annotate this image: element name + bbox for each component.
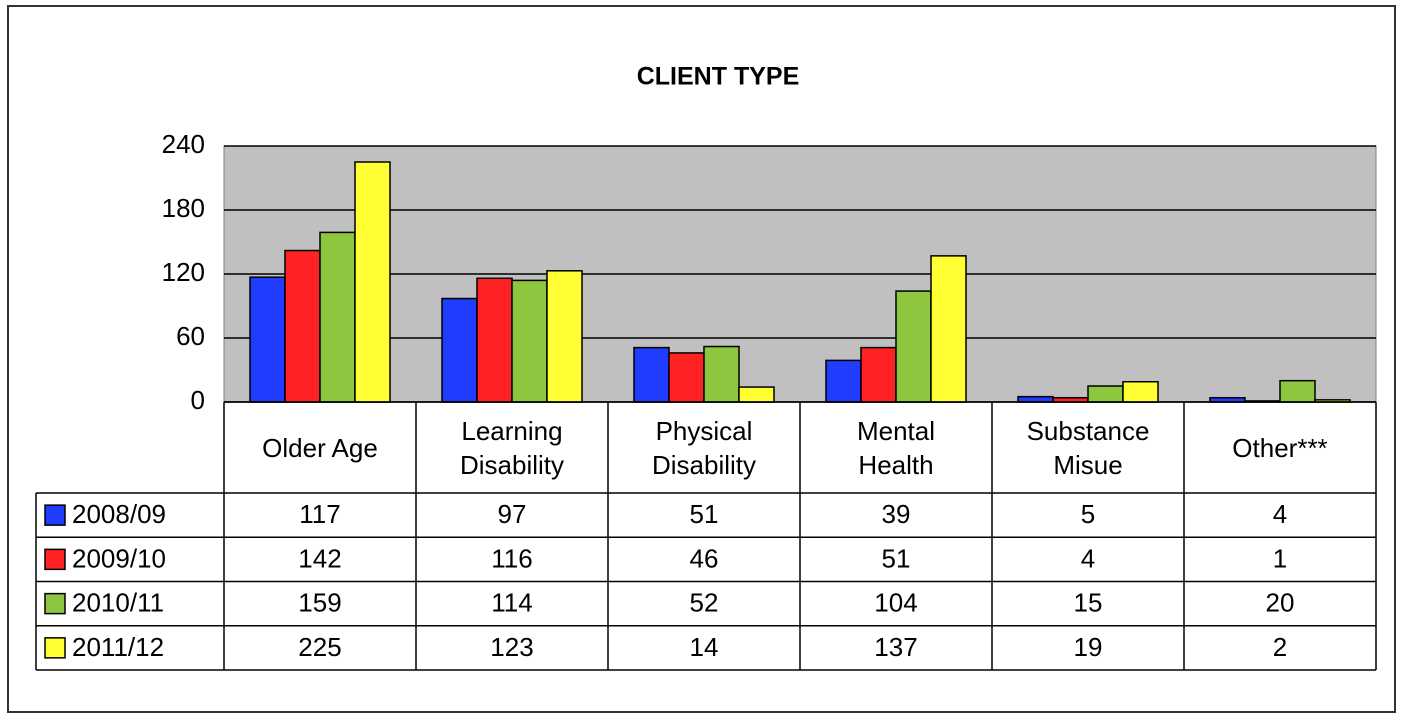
bar (546, 270, 583, 403)
x-tick-label: Physical Disability (608, 402, 800, 493)
bar (668, 352, 705, 403)
bar (895, 290, 932, 403)
category-text: Learning Disability (459, 415, 565, 480)
bar (441, 297, 478, 403)
table-value: 46 (690, 543, 719, 573)
table-value: 14 (690, 632, 719, 662)
chart-title: CLIENT TYPE (637, 63, 800, 91)
y-tick-label: 240 (162, 129, 205, 159)
category-text: Substance Misue (1026, 415, 1150, 480)
table-value: 114 (491, 588, 532, 618)
table-value: 20 (1266, 588, 1295, 618)
x-tick-label: Mental Health (800, 402, 992, 493)
bar (284, 249, 321, 403)
category-text: Other*** (1232, 432, 1328, 463)
table-value: 4 (1273, 499, 1287, 529)
table-value: 51 (882, 543, 911, 573)
table-value: 225 (298, 632, 341, 662)
bar (825, 359, 862, 403)
bar (511, 279, 548, 403)
bar (354, 161, 391, 403)
x-tick-label: Learning Disability (416, 402, 608, 493)
table-value: 52 (690, 588, 719, 618)
x-tick-label: Substance Misue (992, 402, 1184, 493)
y-tick-label: 0 (191, 385, 205, 415)
table-value: 142 (298, 543, 341, 573)
table-value: 5 (1081, 499, 1095, 529)
legend-swatch (44, 504, 66, 526)
bar (1122, 380, 1159, 403)
legend-label: 2010/11 (72, 588, 164, 618)
bar (860, 346, 897, 403)
bar (633, 346, 670, 403)
table-value: 117 (299, 499, 340, 529)
table-value: 51 (690, 499, 719, 529)
bar (738, 386, 775, 403)
y-tick-label: 180 (162, 193, 205, 223)
table-value: 19 (1074, 632, 1103, 662)
table-value: 159 (298, 588, 341, 618)
y-tick-label: 60 (176, 321, 205, 351)
table-value: 15 (1074, 588, 1103, 618)
x-tick-label: Older Age (224, 402, 416, 493)
legend-swatch (44, 548, 66, 571)
table-value: 104 (874, 588, 917, 618)
table-value: 116 (491, 543, 532, 573)
bar (1279, 379, 1316, 403)
legend-label: 2009/10 (72, 543, 166, 573)
legend-swatch (44, 592, 66, 615)
legend-label: 2008/09 (72, 499, 166, 529)
table-value: 123 (490, 632, 533, 662)
table-value: 97 (498, 499, 527, 529)
bar (930, 255, 967, 403)
bar (476, 277, 513, 403)
bar (249, 276, 286, 403)
table-value: 2 (1273, 632, 1287, 662)
table-value: 39 (882, 499, 911, 529)
y-tick-label: 120 (162, 257, 205, 287)
table-value: 4 (1081, 543, 1095, 573)
category-text: Older Age (262, 432, 378, 463)
bar (319, 231, 356, 403)
table-value: 1 (1273, 543, 1287, 573)
x-tick-label: Other*** (1184, 402, 1376, 493)
bar (1087, 385, 1124, 403)
category-text: Physical Disability (651, 415, 757, 480)
bar (703, 345, 740, 403)
legend-label: 2011/12 (72, 632, 164, 662)
table-value: 137 (874, 632, 917, 662)
category-text: Mental Health (856, 415, 936, 480)
legend-swatch (44, 637, 66, 659)
